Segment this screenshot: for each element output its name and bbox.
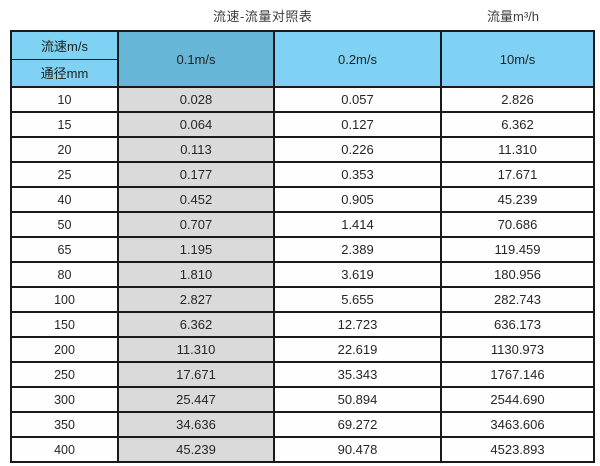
flow-value-cell: 45.239: [117, 436, 275, 463]
flow-value-cell: 0.452: [117, 186, 275, 213]
table-row: 300 25.447 50.894 2544.690: [10, 386, 595, 413]
titlebar: 流速-流量对照表 流量m³/h: [0, 0, 600, 30]
table-row: 350 34.636 69.272 3463.606: [10, 411, 595, 438]
flow-value-cell: 17.671: [117, 361, 275, 388]
diameter-cell: 65: [10, 236, 119, 263]
flow-value-cell: 11.310: [440, 136, 595, 163]
flow-value-cell: 0.177: [117, 161, 275, 188]
table-row: 25 0.177 0.353 17.671: [10, 161, 595, 188]
flow-value-cell: 0.226: [273, 136, 442, 163]
table-body: 10 0.028 0.057 2.826 15 0.064 0.127 6.362 20 0.11…: [10, 86, 595, 463]
diameter-cell: 200: [10, 336, 119, 363]
table-header: 流速m/s 0.1m/s 0.2m/s 10m/s 通径mm: [10, 30, 595, 88]
diameter-cell: 80: [10, 261, 119, 288]
flow-value-cell: 1.810: [117, 261, 275, 288]
flow-value-cell: 45.239: [440, 186, 595, 213]
diameter-cell: 20: [10, 136, 119, 163]
table-row: 20 0.113 0.226 11.310: [10, 136, 595, 163]
flow-value-cell: 17.671: [440, 161, 595, 188]
table-row: 65 1.195 2.389 119.459: [10, 236, 595, 263]
diameter-cell: 25: [10, 161, 119, 188]
flow-value-cell: 69.272: [273, 411, 442, 438]
diameter-cell: 10: [10, 86, 119, 113]
diameter-cell: 250: [10, 361, 119, 388]
header-flow-velocity: 流速m/s: [10, 30, 119, 60]
flow-value-cell: 2.389: [273, 236, 442, 263]
flow-value-cell: 0.064: [117, 111, 275, 138]
table-row: 15 0.064 0.127 6.362: [10, 111, 595, 138]
flow-value-cell: 0.113: [117, 136, 275, 163]
flow-rate-unit-label: 流量m³/h: [487, 9, 540, 24]
flow-value-cell: 1.195: [117, 236, 275, 263]
flow-value-cell: 4523.893: [440, 436, 595, 463]
flow-value-cell: 0.905: [273, 186, 442, 213]
flow-value-cell: 1767.146: [440, 361, 595, 388]
flow-value-cell: 3.619: [273, 261, 442, 288]
flow-value-cell: 3463.606: [440, 411, 595, 438]
table-row: 250 17.671 35.343 1767.146: [10, 361, 595, 388]
table-row: 40 0.452 0.905 45.239: [10, 186, 595, 213]
diameter-cell: 150: [10, 311, 119, 338]
flow-value-cell: 22.619: [273, 336, 442, 363]
flow-value-cell: 2544.690: [440, 386, 595, 413]
header-col-0-1ms: 0.1m/s: [117, 30, 275, 88]
table-row: 150 6.362 12.723 636.173: [10, 311, 595, 338]
flow-value-cell: 11.310: [117, 336, 275, 363]
table-row: 400 45.239 90.478 4523.893: [10, 436, 595, 463]
flow-value-cell: 0.057: [273, 86, 442, 113]
flow-value-cell: 35.343: [273, 361, 442, 388]
table-row: 200 11.310 22.619 1130.973: [10, 336, 595, 363]
page-title: 流速-流量对照表: [213, 9, 313, 24]
flow-value-cell: 50.894: [273, 386, 442, 413]
flow-value-cell: 282.743: [440, 286, 595, 313]
flow-value-cell: 2.826: [440, 86, 595, 113]
table-row: 100 2.827 5.655 282.743: [10, 286, 595, 313]
flow-value-cell: 1.414: [273, 211, 442, 238]
flow-value-cell: 0.707: [117, 211, 275, 238]
header-diameter: 通径mm: [10, 58, 119, 88]
header-col-10ms: 10m/s: [440, 30, 595, 88]
table-row: 50 0.707 1.414 70.686: [10, 211, 595, 238]
flow-value-cell: 2.827: [117, 286, 275, 313]
flow-rate-table: 流速m/s 0.1m/s 0.2m/s 10m/s 通径mm 10 0.028 0.…: [10, 30, 595, 463]
diameter-cell: 300: [10, 386, 119, 413]
flow-value-cell: 119.459: [440, 236, 595, 263]
flow-value-cell: 12.723: [273, 311, 442, 338]
flow-value-cell: 5.655: [273, 286, 442, 313]
flow-value-cell: 6.362: [440, 111, 595, 138]
flow-value-cell: 636.173: [440, 311, 595, 338]
diameter-cell: 40: [10, 186, 119, 213]
diameter-cell: 100: [10, 286, 119, 313]
flow-value-cell: 34.636: [117, 411, 275, 438]
flow-value-cell: 180.956: [440, 261, 595, 288]
flow-value-cell: 0.127: [273, 111, 442, 138]
diameter-cell: 15: [10, 111, 119, 138]
header-col-0-2ms: 0.2m/s: [273, 30, 442, 88]
diameter-cell: 400: [10, 436, 119, 463]
flow-value-cell: 70.686: [440, 211, 595, 238]
table-row: 80 1.810 3.619 180.956: [10, 261, 595, 288]
flow-value-cell: 6.362: [117, 311, 275, 338]
flow-value-cell: 25.447: [117, 386, 275, 413]
flow-value-cell: 1130.973: [440, 336, 595, 363]
flow-value-cell: 0.028: [117, 86, 275, 113]
diameter-cell: 50: [10, 211, 119, 238]
table-row: 10 0.028 0.057 2.826: [10, 86, 595, 113]
diameter-cell: 350: [10, 411, 119, 438]
flow-value-cell: 0.353: [273, 161, 442, 188]
flow-value-cell: 90.478: [273, 436, 442, 463]
